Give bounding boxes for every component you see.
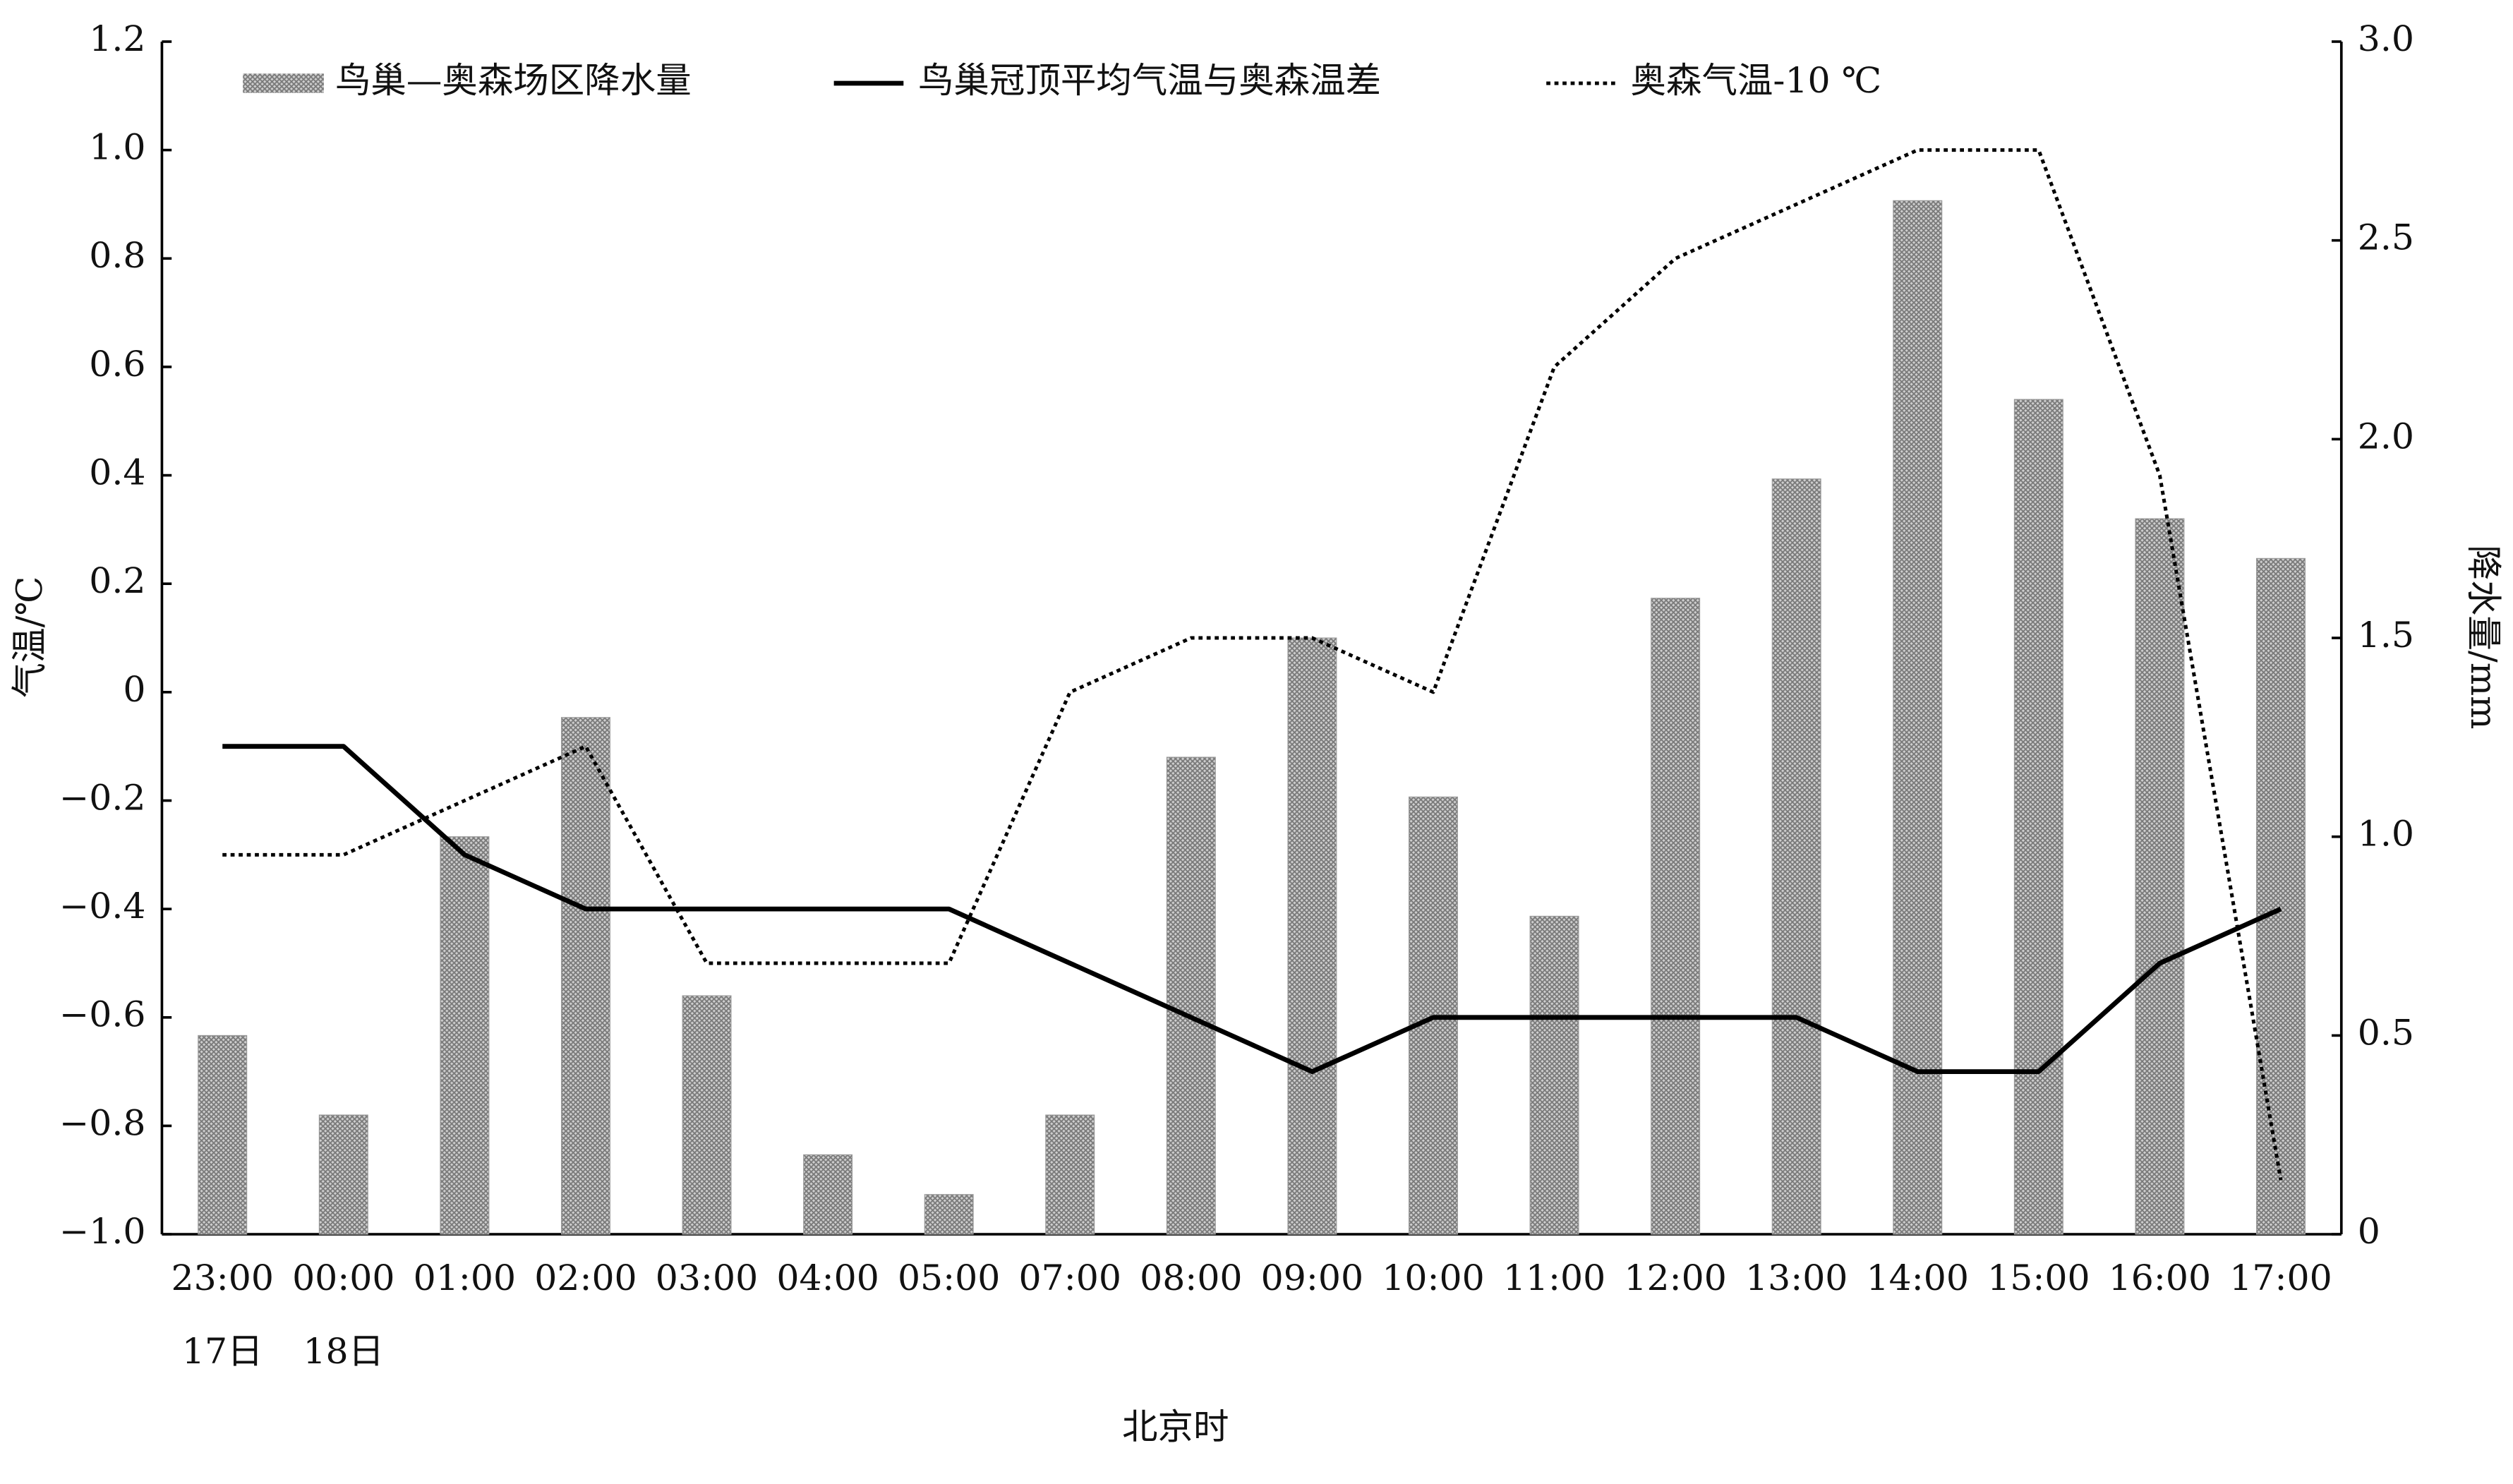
y-tick-label: 1.2 [89,18,145,59]
y2-tick-label: 0 [2358,1210,2380,1252]
x-tick-label: 02:00 [534,1257,637,1298]
bar [440,836,490,1235]
x-tick-label: 12:00 [1624,1257,1726,1298]
x-tick-label: 13:00 [1745,1257,1848,1298]
x-tick-label: 07:00 [1019,1257,1121,1298]
line [222,744,2282,1075]
y2-tick-label: 1.0 [2358,813,2414,855]
x-axis-title: 北京时 [1122,1406,1229,1447]
date-label: 17日 [182,1330,263,1372]
y2-axis-title: 降水量/mm [2463,545,2505,729]
x-tick-label: 05:00 [898,1257,1000,1298]
y-tick-label: −0.2 [59,777,146,819]
x-tick-label: 09:00 [1261,1257,1363,1298]
x-tick-label: 04:00 [776,1257,879,1298]
bar [1529,915,1579,1235]
y-tick-label: 0.2 [89,560,145,601]
x-tick-label: 03:00 [656,1257,758,1298]
bar [1771,478,1821,1235]
y-tick-label: −0.4 [59,885,146,927]
date-label: 18日 [303,1330,384,1372]
y-tick-label: 0 [123,668,145,710]
y2-tick-label: 0.5 [2358,1012,2414,1054]
bar [560,717,610,1235]
x-tick-label: 11:00 [1503,1257,1605,1298]
y2-tick-label: 1.5 [2358,614,2414,656]
y2-tick-label: 2.0 [2358,416,2414,457]
y-tick-label: −0.6 [59,994,146,1035]
legend-label: 奥森气温-10 ℃ [1631,59,1882,101]
y-tick-label: 1.0 [89,126,145,168]
bar [2013,399,2063,1235]
bar [803,1154,853,1235]
x-tick-label: 10:00 [1382,1257,1484,1298]
y-tick-label: 0.8 [89,234,145,276]
bar [1893,200,1943,1235]
x-tick-label: 14:00 [1867,1257,1969,1298]
legend-label: 鸟巢冠顶平均气温与奥森温差 [918,59,1381,101]
bar [682,995,732,1235]
y-axis-title: 气温/℃ [8,577,50,698]
x-tick-label: 17:00 [2229,1257,2332,1298]
y-tick-label: −0.8 [59,1102,146,1144]
legend-swatch [243,73,324,93]
bar [1651,598,1701,1235]
bar [1045,1114,1095,1235]
x-tick-label: 08:00 [1140,1257,1242,1298]
y-tick-label: −1.0 [59,1210,146,1252]
bar [318,1114,368,1235]
x-tick-label: 15:00 [1987,1257,2090,1298]
bar [2256,557,2306,1235]
y-tick-label: 0.6 [89,343,145,385]
x-tick-label: 00:00 [292,1257,394,1298]
bar [198,1034,248,1235]
x-tick-label: 23:00 [171,1257,274,1298]
line [222,148,2283,1181]
bar [924,1194,974,1235]
legend-label: 鸟巢—奥森场区降水量 [335,59,692,101]
y-tick-label: 0.4 [89,452,145,493]
bar [2135,518,2185,1235]
x-tick-label: 16:00 [2109,1257,2211,1298]
y2-tick-label: 3.0 [2358,18,2414,59]
x-tick-label: 01:00 [414,1257,516,1298]
bar [1166,756,1216,1235]
y2-tick-label: 2.5 [2358,217,2414,258]
bar [1287,637,1337,1235]
